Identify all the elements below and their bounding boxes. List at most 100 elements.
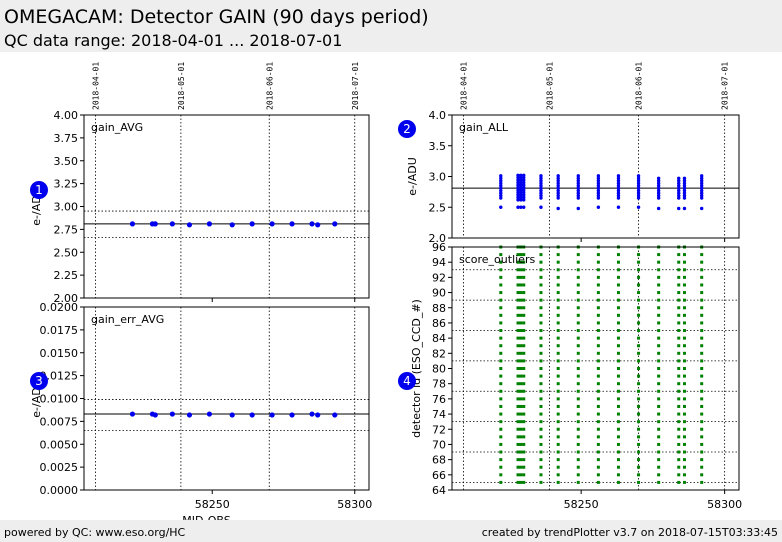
data-point (596, 186, 601, 190)
outlier-point (682, 329, 686, 333)
date-tick-label: 2018-04-01 (91, 62, 100, 110)
outlier-point (522, 260, 526, 264)
outlier-point (616, 480, 620, 484)
outlier-point (539, 480, 543, 484)
data-point (556, 188, 560, 193)
data-point (332, 412, 338, 418)
outlier-point (499, 435, 503, 439)
page-title: OMEGACAM: Detector GAIN (90 days period) (4, 6, 429, 28)
outlier-point (616, 374, 620, 378)
outlier-point (576, 435, 580, 439)
outlier-point (576, 442, 580, 446)
data-point (522, 176, 526, 180)
outlier-point (637, 435, 641, 439)
outlier-point (700, 344, 704, 348)
y-tick-label: 78 (432, 378, 446, 391)
outlier-point (556, 412, 560, 416)
outlier-point (519, 253, 523, 257)
outlier-point (556, 275, 560, 279)
y-tick-label: 70 (432, 438, 446, 451)
outlier-point (700, 450, 704, 454)
plot-marker-1-badge[interactable]: 1 (30, 181, 48, 199)
outlier-point (499, 260, 503, 264)
outlier-point (682, 336, 686, 340)
data-point (519, 205, 523, 209)
outlier-point (616, 291, 620, 295)
outlier-point (499, 351, 503, 355)
outlier-point (682, 435, 686, 439)
data-point (556, 196, 560, 200)
outlier-point (522, 435, 526, 439)
outlier-point (677, 275, 681, 279)
outlier-point (637, 344, 641, 348)
outlier-point (519, 435, 523, 439)
outlier-point (522, 450, 526, 454)
outlier-point (616, 321, 620, 325)
data-point (129, 411, 136, 417)
outlier-point (682, 275, 686, 279)
outlier-point (677, 253, 681, 257)
data-point (169, 411, 175, 417)
outlier-point (576, 397, 580, 401)
outlier-point (700, 412, 704, 416)
outlier-point (700, 268, 704, 272)
data-point (576, 176, 580, 181)
outlier-point (576, 351, 580, 355)
outlier-point (499, 374, 503, 378)
outlier-point (677, 412, 681, 416)
outlier-point (519, 260, 523, 264)
y-tick-label: 0.0125 (40, 370, 79, 383)
outlier-point (682, 321, 686, 325)
outlier-point (539, 427, 543, 431)
outlier-point (519, 268, 523, 272)
data-point (636, 193, 641, 198)
data-point (596, 193, 601, 198)
outlier-point (596, 336, 600, 340)
outlier-point (616, 351, 620, 355)
data-point (539, 179, 543, 183)
data-point (269, 412, 275, 418)
outlier-point (519, 473, 523, 477)
y-tick-label: 2.0 (429, 232, 447, 245)
outlier-point (637, 291, 641, 295)
data-point (576, 191, 580, 195)
data-point (699, 181, 704, 185)
outlier-point (556, 298, 560, 302)
data-point (556, 176, 560, 181)
outlier-point (499, 412, 503, 416)
outlier-point (516, 458, 520, 462)
outlier-point (519, 283, 523, 287)
outlier-point (556, 465, 560, 469)
data-point (519, 190, 523, 195)
plot-marker-3-badge[interactable]: 3 (30, 372, 48, 390)
data-point (636, 196, 641, 200)
data-point (636, 174, 641, 178)
outlier-point (657, 329, 661, 333)
y-tick-label: 76 (432, 393, 446, 406)
data-point (596, 188, 601, 193)
data-point (516, 176, 520, 180)
data-point (539, 174, 543, 178)
plot-marker-2-badge[interactable]: 2 (398, 120, 416, 138)
outlier-point (596, 389, 600, 393)
outlier-point (516, 397, 520, 401)
outlier-point (682, 412, 686, 416)
outlier-point (522, 427, 526, 431)
plot-marker-4-badge[interactable]: 4 (398, 372, 416, 390)
outlier-point (637, 374, 641, 378)
outlier-point (637, 336, 641, 340)
outlier-point (616, 275, 620, 279)
outlier-point (556, 382, 560, 386)
outlier-point (519, 336, 523, 340)
data-point (596, 196, 601, 200)
outlier-point (657, 458, 661, 462)
outlier-point (556, 268, 560, 272)
outlier-point (616, 306, 620, 310)
outlier-point (539, 344, 543, 348)
outlier-point (637, 351, 641, 355)
outlier-point (516, 367, 520, 370)
data-point (677, 206, 681, 211)
data-point (516, 188, 520, 192)
outlier-point (700, 374, 704, 378)
